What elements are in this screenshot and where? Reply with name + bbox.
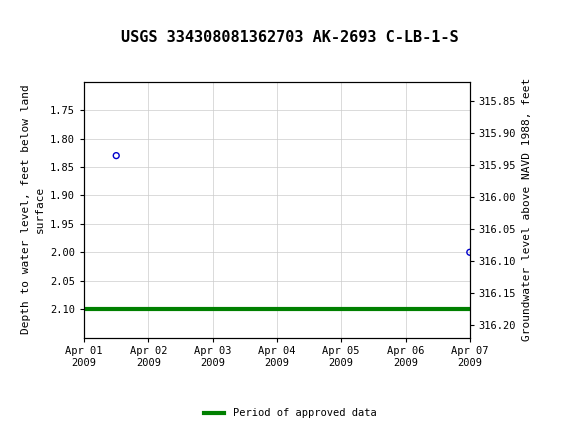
Legend: Period of approved data: Period of approved data: [200, 404, 380, 423]
Y-axis label: Groundwater level above NAVD 1988, feet: Groundwater level above NAVD 1988, feet: [522, 78, 532, 341]
Point: [465, 249, 474, 256]
Text: USGS 334308081362703 AK-2693 C-LB-1-S: USGS 334308081362703 AK-2693 C-LB-1-S: [121, 30, 459, 45]
Point: [111, 152, 121, 159]
Y-axis label: Depth to water level, feet below land
surface: Depth to water level, feet below land su…: [21, 85, 45, 335]
Text: ≡USGS: ≡USGS: [9, 9, 67, 28]
